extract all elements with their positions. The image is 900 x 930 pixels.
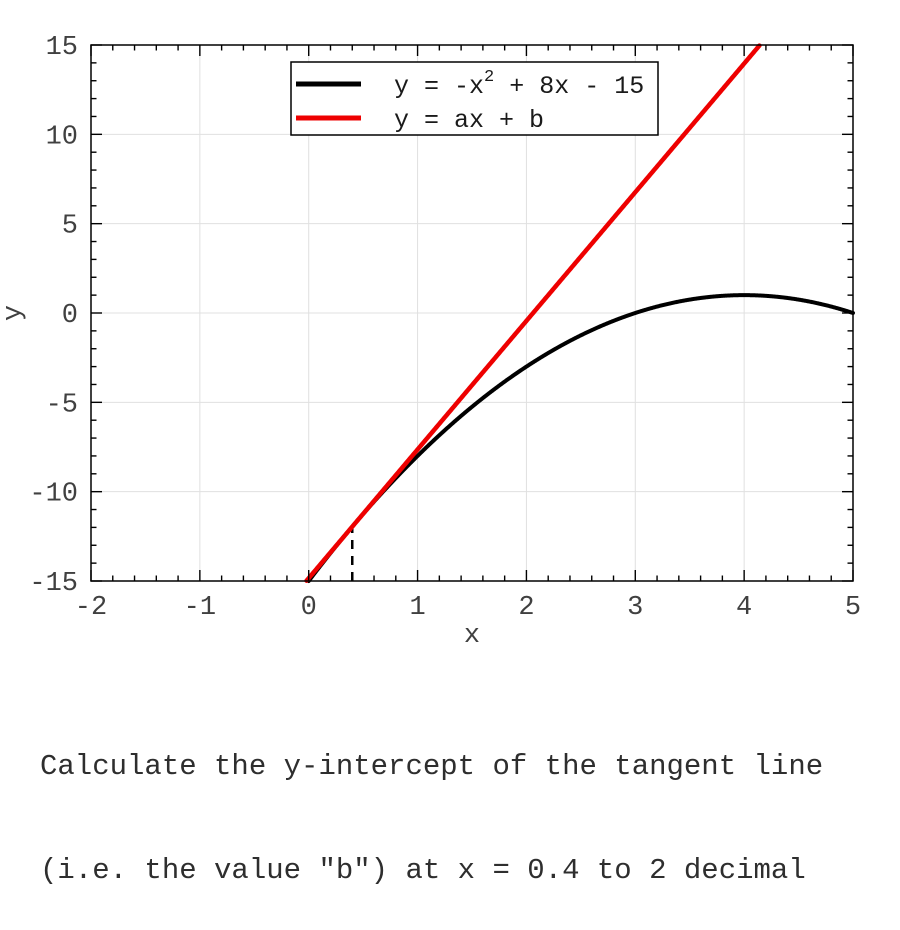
x-tick-label: -1 [184, 593, 216, 623]
question-text: Calculate the y-intercept of the tangent… [40, 681, 823, 930]
legend-label-0: y = -x2 + 8x - 15 [394, 68, 644, 101]
axis-ticks [90, 44, 854, 582]
y-tick-label: 10 [46, 122, 78, 152]
x-tick-label: 0 [301, 593, 317, 623]
y-tick-label: 5 [62, 212, 78, 242]
legend: y = -x2 + 8x - 15 y = ax + b [290, 61, 659, 136]
x-axis-label: x [464, 621, 480, 651]
x-tick-label: 2 [518, 593, 534, 623]
y-tick-label: -15 [29, 569, 78, 599]
series-curve-0 [306, 293, 855, 583]
legend-label-1: y = ax + b [394, 106, 544, 135]
y-tick-label: -10 [29, 480, 78, 510]
x-tick-label: 5 [845, 593, 861, 623]
y-tick-label: 0 [62, 301, 78, 331]
question-line-2: (i.e. the value "b") at x = 0.4 to 2 dec… [40, 853, 806, 887]
x-tick-label: 4 [736, 593, 752, 623]
series-curve-1 [304, 43, 762, 583]
legend-box [290, 61, 659, 136]
y-tick-label: -5 [46, 390, 78, 420]
y-axis-label: y [0, 305, 29, 321]
question-line-1: Calculate the y-intercept of the tangent… [40, 750, 824, 783]
x-tick-label: 3 [627, 593, 643, 623]
x-tick-label: 1 [409, 593, 425, 623]
y-tick-label: 15 [46, 33, 78, 63]
x-tick-label: -2 [75, 593, 107, 623]
